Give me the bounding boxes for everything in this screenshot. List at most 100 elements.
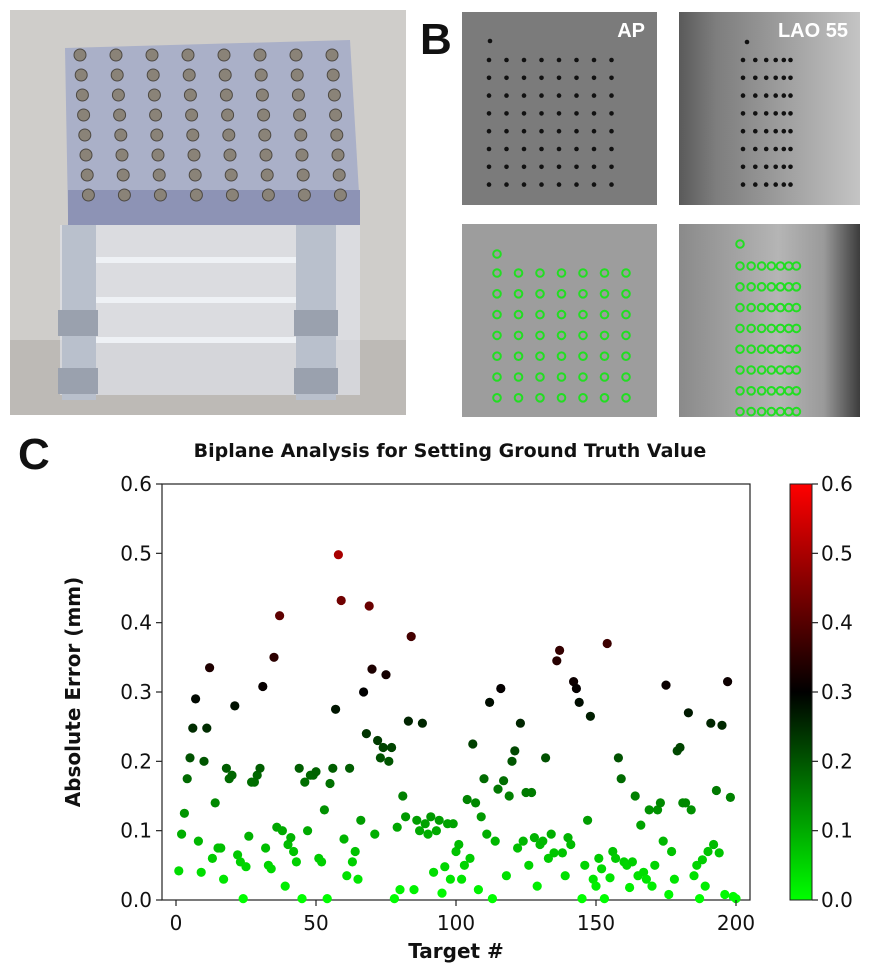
detected-marker-ring	[756, 365, 767, 375]
detected-marker-ring	[746, 323, 756, 334]
data-point	[370, 829, 380, 839]
detected-marker-ring	[535, 372, 545, 382]
detected-marker-ring	[556, 330, 567, 341]
xray-marker	[753, 182, 758, 187]
xray-marker	[740, 146, 746, 152]
ball-bearing	[333, 188, 347, 202]
data-point	[709, 839, 719, 850]
data-point	[653, 805, 663, 815]
data-point	[703, 846, 713, 857]
data-point	[191, 694, 201, 704]
detected-marker-ring	[746, 261, 756, 271]
data-point	[227, 770, 237, 780]
detected-marker-ring	[766, 261, 777, 271]
data-point	[345, 763, 355, 773]
data-point	[280, 881, 290, 891]
detected-marker-ring	[791, 365, 802, 375]
xray-ap-image: AP	[462, 12, 657, 205]
data-point	[199, 756, 209, 766]
data-point	[490, 836, 500, 846]
xray-marker	[539, 182, 544, 187]
detected-marker-ring	[492, 372, 502, 382]
data-point	[420, 819, 430, 829]
detected-marker-ring	[599, 351, 610, 361]
data-point	[717, 720, 727, 730]
data-point	[415, 826, 425, 836]
data-point	[406, 631, 416, 642]
detected-marker-ring	[578, 330, 588, 341]
data-point	[697, 855, 708, 865]
xray-marker	[788, 128, 793, 134]
ball-bearing	[329, 108, 343, 122]
colorbar-tick-label: 0.6	[821, 472, 853, 496]
detected-marker-ring	[621, 289, 631, 299]
data-point	[185, 753, 195, 763]
xray-marker	[753, 75, 758, 81]
xray-marker	[556, 57, 562, 63]
detected-marker-ring	[535, 309, 545, 320]
xray-marker	[788, 75, 793, 81]
x-tick-label: 200	[717, 911, 755, 935]
data-point	[401, 812, 411, 822]
ball-bearing	[110, 68, 124, 82]
xray-marker	[591, 128, 597, 134]
xray-marker	[788, 57, 793, 63]
xray-marker	[574, 75, 579, 81]
data-point	[602, 638, 612, 649]
xray-marker	[521, 164, 527, 170]
data-point	[342, 871, 352, 881]
xray-marker	[574, 93, 579, 98]
data-point	[459, 860, 469, 870]
detected-marker-ring	[578, 309, 588, 320]
xray-marker	[591, 146, 597, 152]
detected-marker-ring	[492, 393, 502, 403]
data-point	[392, 822, 402, 832]
data-point	[608, 846, 618, 857]
detected-marker-ring	[791, 282, 802, 292]
xray-marker	[763, 75, 769, 81]
ball-bearing	[326, 68, 340, 82]
detected-marker-ring	[535, 393, 545, 403]
data-point	[252, 770, 262, 780]
detected-marker-ring	[556, 268, 567, 278]
ball-bearing	[291, 88, 305, 102]
data-point	[504, 791, 514, 801]
detected-marker-ring	[735, 302, 745, 313]
data-point	[291, 857, 301, 867]
data-point	[588, 874, 598, 884]
data-point	[202, 723, 212, 733]
data-point	[196, 867, 206, 877]
xray-marker	[539, 111, 544, 116]
data-point	[538, 836, 548, 846]
xray-marker	[781, 75, 787, 81]
xray-marker	[763, 146, 769, 152]
xray-ap-overlay-image	[462, 224, 657, 417]
xray-marker	[773, 182, 778, 187]
xray-marker	[574, 146, 579, 152]
detected-marker-ring	[578, 289, 588, 299]
detected-marker-ring	[578, 268, 588, 278]
data-point	[641, 874, 652, 884]
xray-marker	[521, 93, 527, 98]
xray-marker	[539, 75, 544, 81]
data-point	[473, 885, 483, 895]
data-point	[636, 820, 646, 830]
detected-marker-ring	[621, 268, 631, 278]
data-point	[300, 777, 310, 787]
data-point	[440, 862, 450, 872]
data-point	[613, 753, 624, 763]
detected-marker-ring	[556, 289, 567, 299]
detected-marker-ring	[492, 249, 502, 259]
ball-bearing	[258, 128, 272, 142]
data-point	[479, 774, 489, 784]
ball-bearing	[78, 128, 92, 142]
xray-marker	[521, 57, 527, 63]
xray-marker	[521, 111, 527, 116]
data-point	[639, 867, 649, 877]
data-point	[437, 888, 447, 898]
data-point	[448, 819, 458, 829]
detected-marker-ring	[621, 330, 631, 341]
xray-marker	[788, 182, 793, 187]
xray-marker	[487, 38, 493, 44]
data-point	[496, 683, 506, 694]
